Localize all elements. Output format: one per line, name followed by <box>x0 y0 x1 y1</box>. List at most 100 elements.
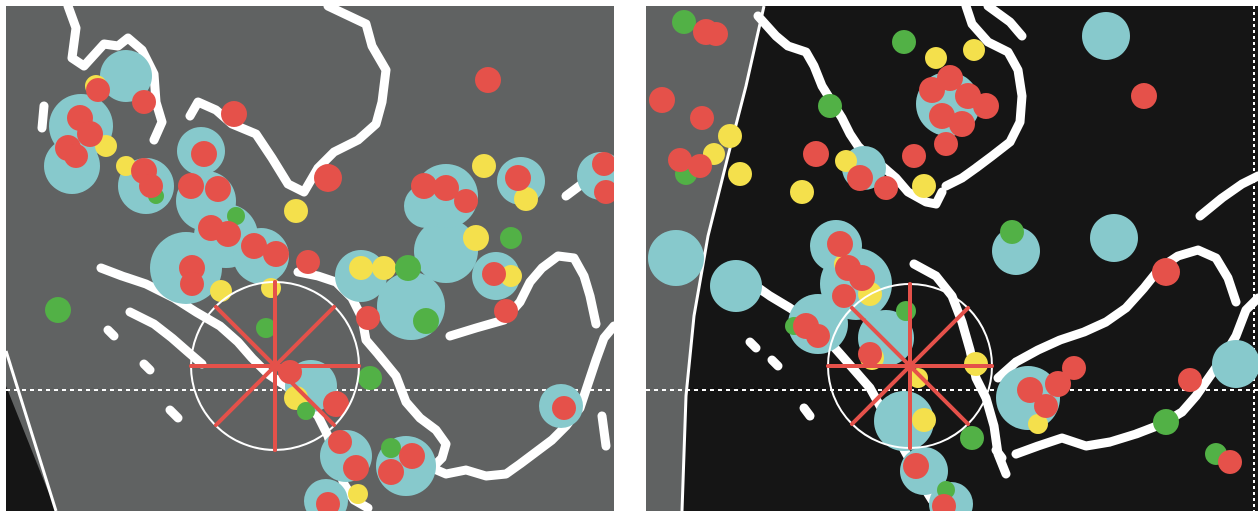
map-border-line <box>680 6 766 511</box>
point-red <box>847 165 873 191</box>
point-yellow <box>261 278 281 298</box>
point-red <box>180 272 204 296</box>
point-red <box>592 152 614 176</box>
point-red <box>827 231 853 257</box>
point-yellow <box>210 280 232 302</box>
point-red <box>1218 450 1242 474</box>
map-panel-left <box>6 6 614 511</box>
point-red <box>803 141 829 167</box>
point-red <box>343 455 369 481</box>
red-points <box>649 19 1242 511</box>
map-left-canvas <box>6 6 614 511</box>
point-red <box>86 78 110 102</box>
halo <box>1090 214 1138 262</box>
point-yellow <box>790 180 814 204</box>
point-red <box>832 284 856 308</box>
point-red <box>649 87 675 113</box>
point-red <box>932 494 956 511</box>
center-marker <box>826 282 994 450</box>
point-red <box>1131 83 1157 109</box>
point-red <box>296 250 320 274</box>
islet-3 <box>139 359 155 375</box>
point-yellow <box>963 39 985 61</box>
red-points <box>55 67 614 511</box>
point-yellow <box>349 256 373 280</box>
point-yellow <box>348 484 368 504</box>
islet-4 <box>165 405 183 423</box>
point-red <box>973 93 999 119</box>
halo <box>648 230 704 286</box>
outer-region <box>646 6 764 511</box>
point-green <box>358 366 382 390</box>
point-green <box>500 227 522 249</box>
point-red <box>1152 258 1180 286</box>
point-red <box>356 306 380 330</box>
point-yellow <box>912 174 936 198</box>
point-red <box>64 144 88 168</box>
point-red <box>221 101 247 127</box>
point-red <box>949 111 975 137</box>
coastline-north-inner <box>941 6 1027 191</box>
point-red <box>937 65 963 91</box>
point-yellow <box>718 124 742 148</box>
point-yellow <box>728 162 752 186</box>
point-yellow <box>908 368 928 388</box>
center-marker <box>189 280 361 452</box>
halo <box>1082 12 1130 60</box>
point-red <box>328 430 352 454</box>
point-green <box>395 255 421 281</box>
point-green <box>256 318 276 338</box>
coastline-east-inner <box>445 251 601 341</box>
point-yellow <box>514 187 538 211</box>
point-green <box>413 308 439 334</box>
point-green <box>1000 220 1024 244</box>
point-red <box>314 164 342 192</box>
point-red <box>688 154 712 178</box>
halo <box>100 50 152 102</box>
point-green <box>892 30 916 54</box>
point-red <box>1062 356 1086 380</box>
point-red <box>1178 368 1202 392</box>
coastline-north <box>63 6 167 145</box>
point-green <box>227 207 245 225</box>
halo <box>1212 340 1258 388</box>
marker-star-lines <box>826 282 994 450</box>
coastline-north <box>753 11 947 209</box>
point-red <box>316 492 340 511</box>
point-red <box>399 443 425 469</box>
point-red <box>934 132 958 156</box>
islet-1 <box>37 101 49 133</box>
point-red <box>806 324 830 348</box>
point-red <box>263 241 289 267</box>
point-red <box>323 391 349 417</box>
point-red <box>929 103 955 129</box>
point-red <box>139 174 163 198</box>
point-red <box>1017 377 1043 403</box>
point-red <box>205 176 231 202</box>
map-panel-right <box>646 6 1258 511</box>
point-yellow <box>500 265 522 287</box>
point-red <box>77 121 103 147</box>
point-red <box>215 221 241 247</box>
point-red <box>552 396 576 420</box>
point-red <box>902 144 926 168</box>
point-green <box>960 426 984 450</box>
point-yellow <box>372 256 396 280</box>
point-yellow <box>463 225 489 251</box>
point-yellow <box>1028 414 1048 434</box>
marker-line <box>214 305 336 427</box>
point-yellow <box>835 150 857 172</box>
point-green <box>45 297 71 323</box>
point-green <box>896 301 916 321</box>
halo <box>874 391 934 451</box>
point-green <box>381 438 401 458</box>
point-red <box>874 176 898 200</box>
map-right-canvas <box>646 6 1258 511</box>
coastline-north-tip <box>983 6 1027 41</box>
point-red <box>594 180 614 204</box>
islet-2 <box>103 325 119 341</box>
halo <box>710 260 762 312</box>
coastline-inner <box>125 307 207 369</box>
map-border-line <box>6 350 58 511</box>
